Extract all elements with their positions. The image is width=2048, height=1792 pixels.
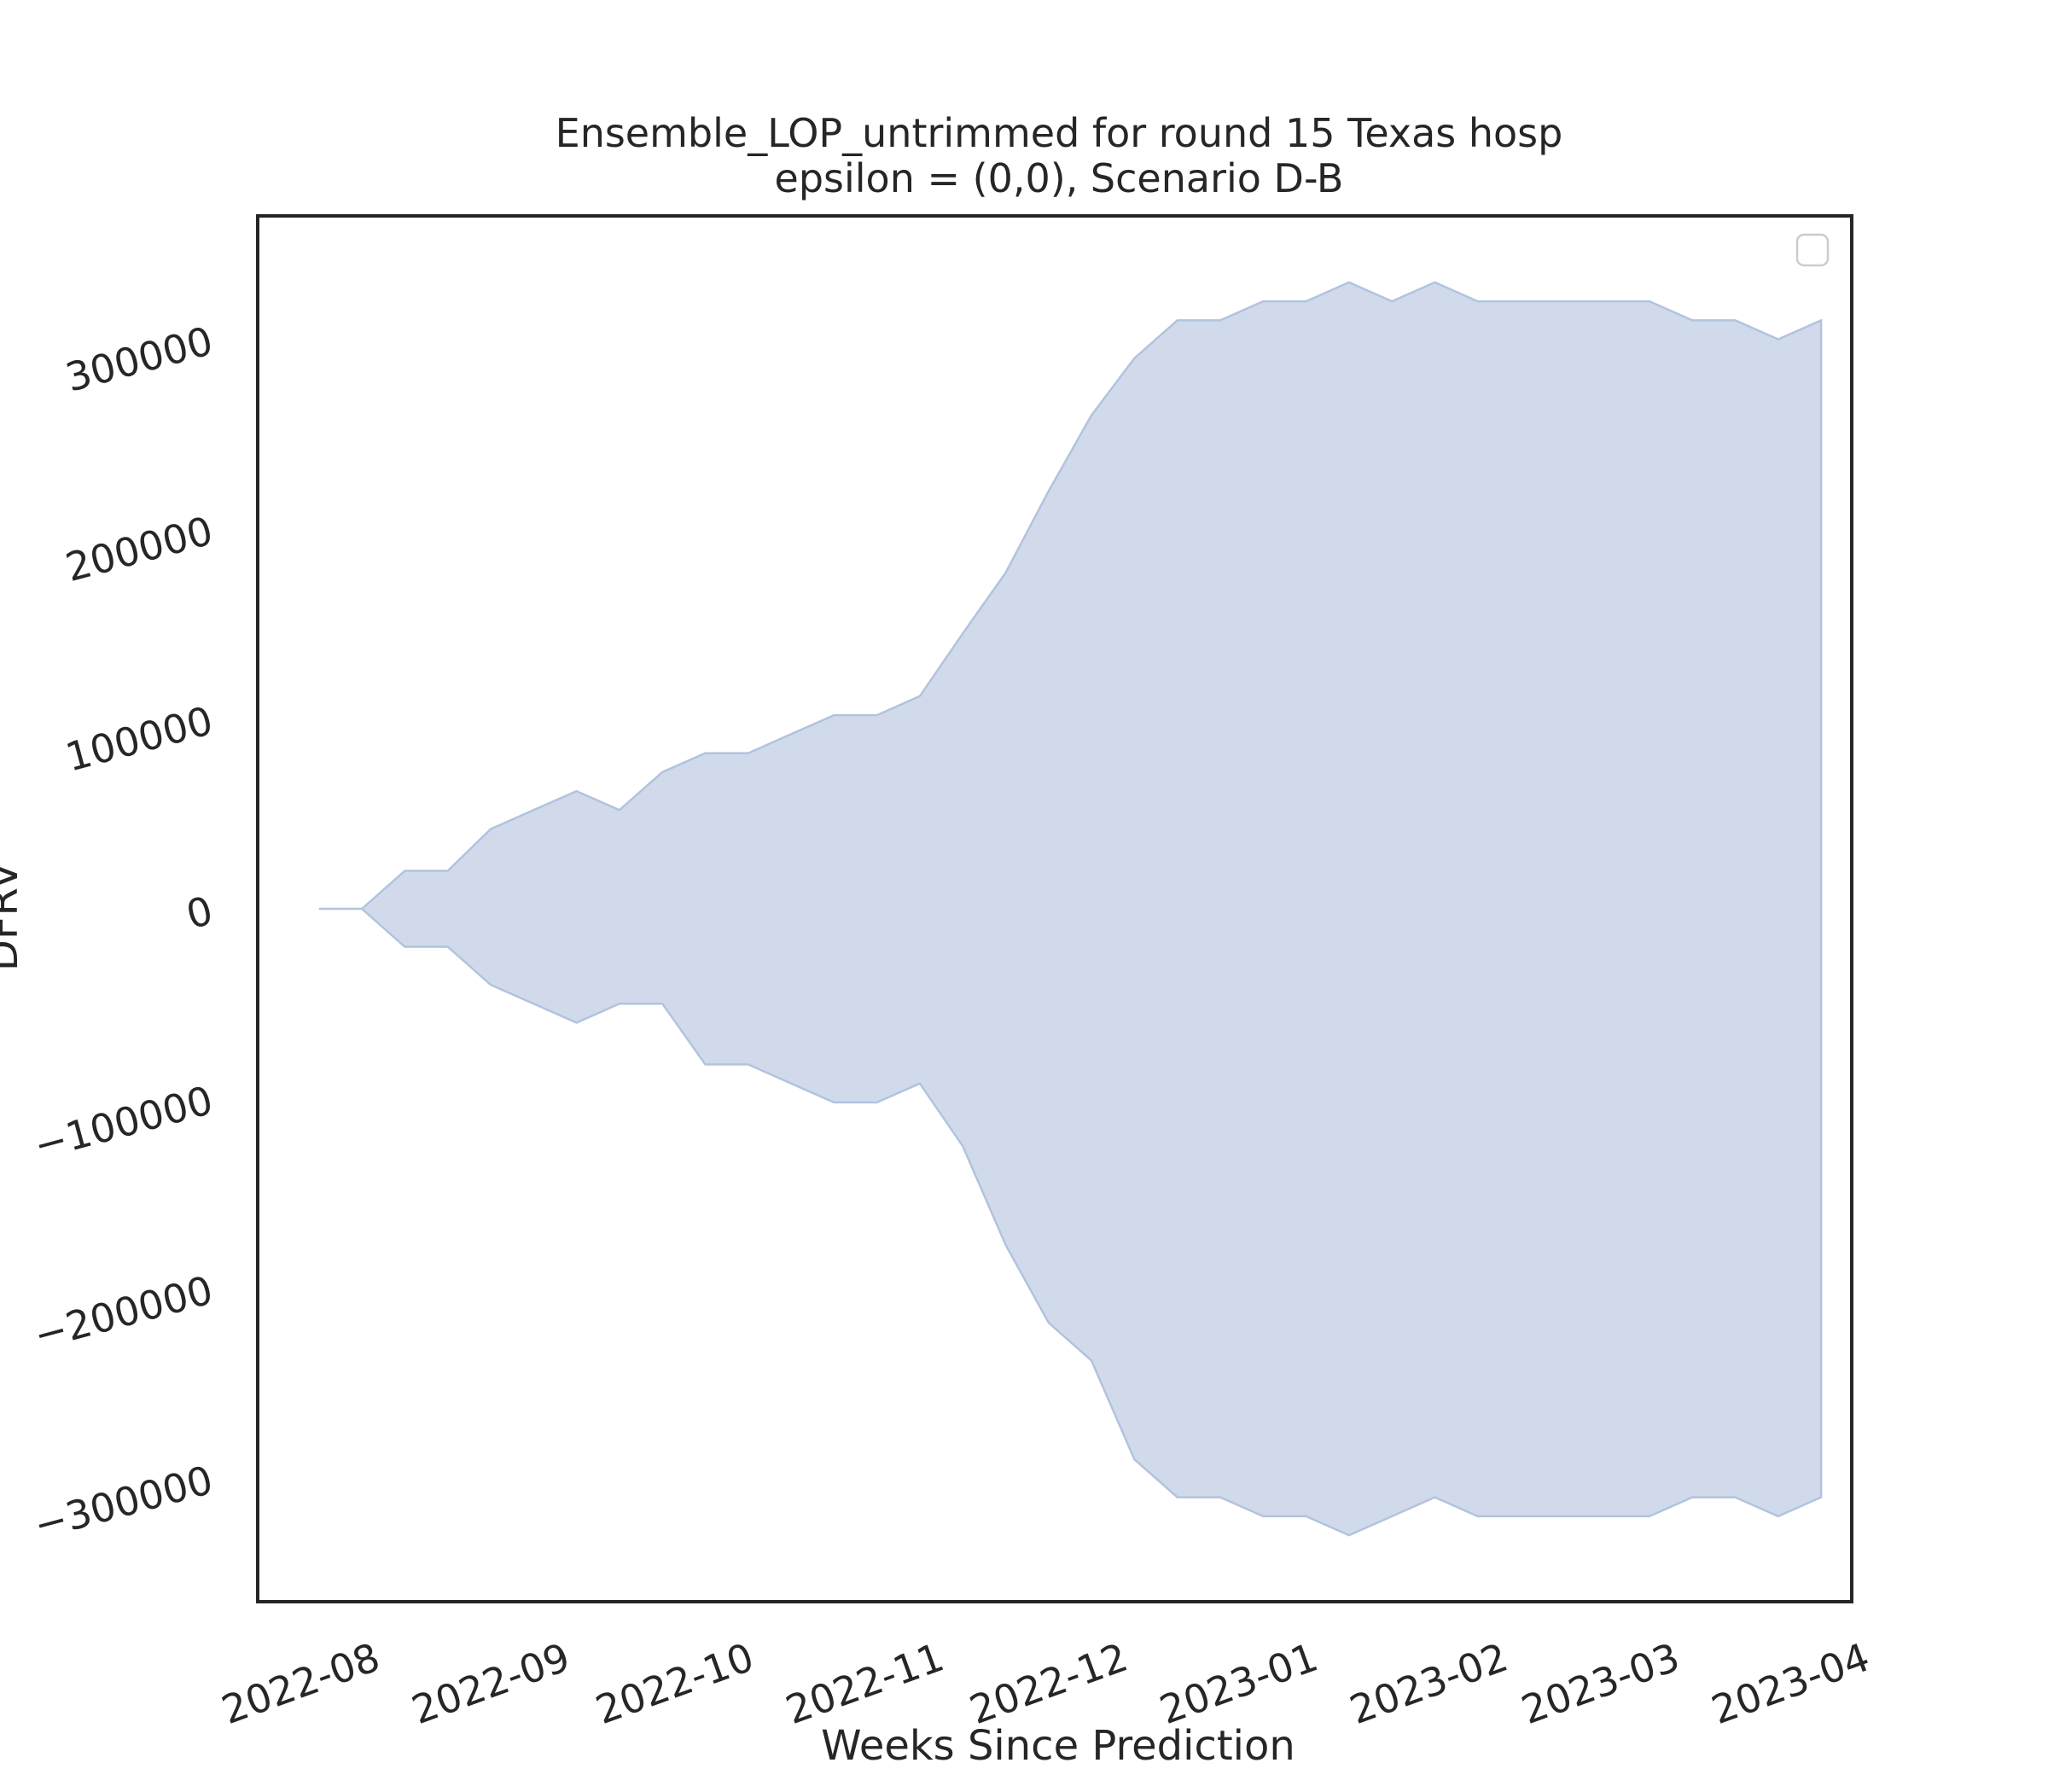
uncertainty-band [318,281,1823,1537]
x-tick-label: 2022-12 [963,1634,1133,1733]
x-tick-label: 2023-02 [1344,1634,1514,1733]
plot-area [256,214,1853,1603]
x-tick-label: 2023-01 [1154,1634,1324,1733]
y-tick-label: −100000 [29,1077,218,1169]
x-tick-label: 2022-11 [780,1634,950,1733]
x-tick-label: 2023-04 [1706,1634,1876,1733]
axes-frame [256,214,1853,1603]
y-axis-label: DFRV [0,862,27,971]
y-tick-label: −200000 [29,1266,218,1359]
chart-title: Ensemble_LOP_untrimmed for round 15 Texa… [556,110,1563,156]
x-axis-ticks: 2022-08 2022-09 2022-10 2022-11 2022-12 2023-… [216,1634,1876,1733]
y-tick-label: 300000 [61,317,218,401]
x-tick-label: 2022-10 [590,1634,759,1733]
x-tick-label: 2022-08 [216,1634,386,1733]
y-axis-ticks: −300000 −200000 −100000 0 100000 200000 300000 [29,317,218,1548]
y-tick-label: 0 [182,887,218,938]
legend-box [1795,233,1830,267]
y-tick-label: 200000 [61,508,218,591]
y-tick-label: −300000 [29,1457,218,1549]
x-axis-label: Weeks Since Prediction [821,1722,1295,1770]
y-tick-label: 100000 [61,697,218,781]
chart-subtitle: epsilon = (0,0), Scenario D-B [775,155,1344,201]
x-tick-label: 2022-09 [406,1634,576,1733]
x-tick-label: 2023-03 [1516,1634,1685,1733]
